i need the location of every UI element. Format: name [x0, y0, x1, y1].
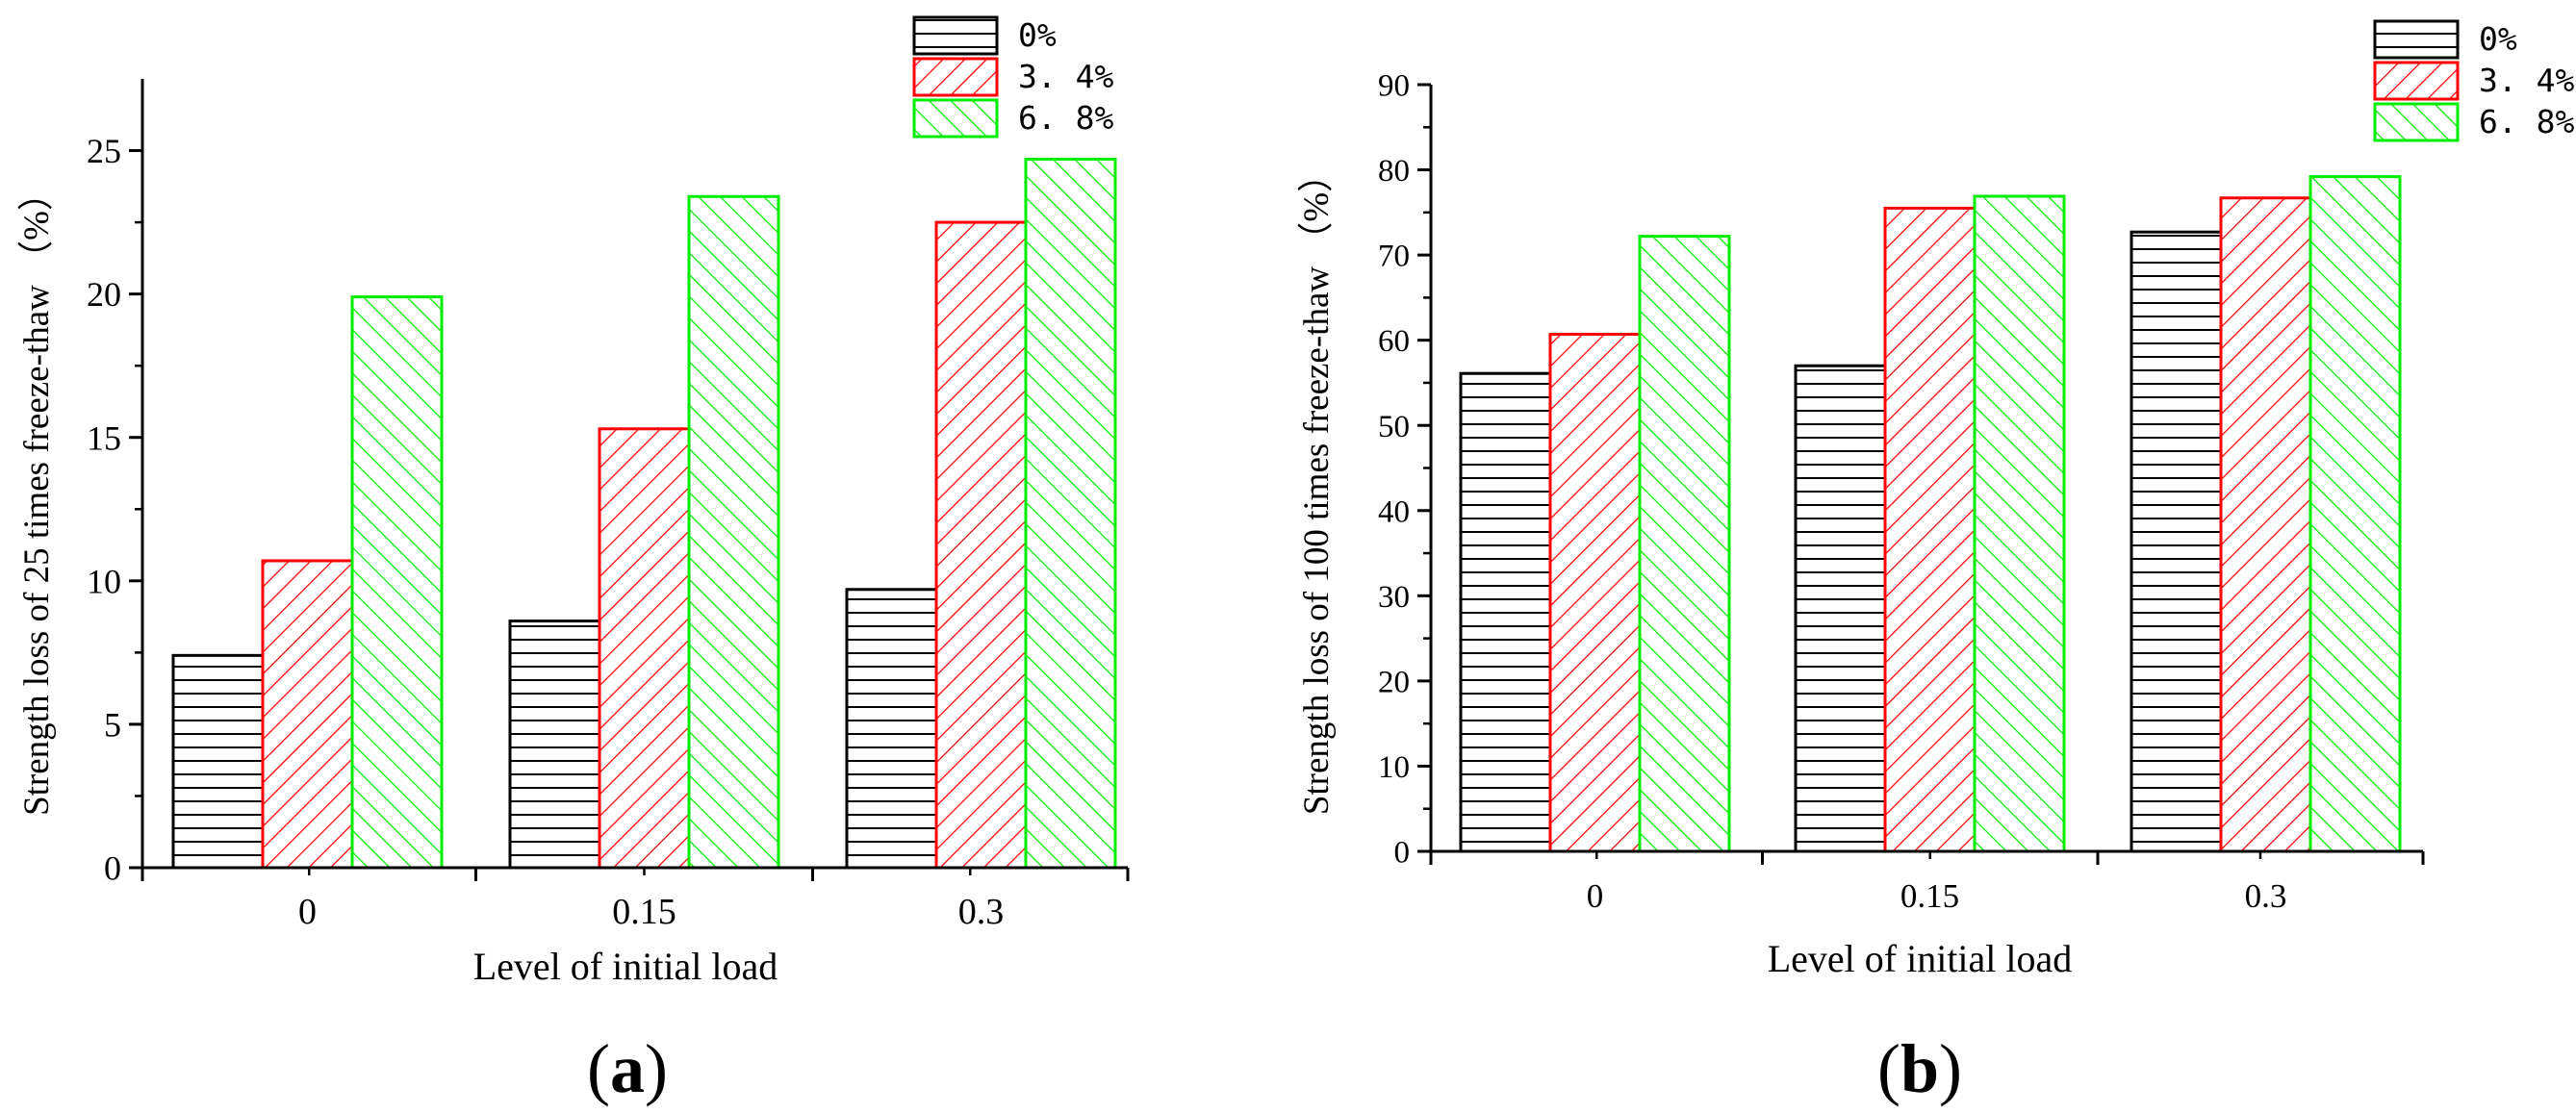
y-tick-label-b-7: 70 [1378, 240, 1410, 274]
bar-b-2-1 [1973, 194, 2066, 853]
bar-b-1-2 [2219, 196, 2312, 853]
y-ticks-b: 0 10 20 30 40 50 60 70 80 90 [1378, 69, 1431, 871]
bar-b-2-0 [1638, 235, 1731, 853]
bars-group-b [1459, 175, 2402, 853]
bar-b-1-1 [1883, 206, 1977, 853]
chart-panel-b: 0 10 20 30 40 50 60 70 80 90 0 0.15 0.3 Level of in… [1297, 19, 2574, 1107]
x-ticks-a: 0 0.15 0.3 [140, 868, 1130, 932]
x-axis-label-b: Level of initial load [1768, 937, 2073, 980]
panel-label-b: (b) [1877, 1030, 1962, 1107]
y-tick-label-b-8: 80 [1378, 154, 1410, 189]
legend-swatch-a-0 [912, 15, 999, 56]
x-ticks-b: 0 0.15 0.3 [1429, 851, 2425, 915]
bar-b-0-1 [1794, 364, 1887, 853]
y-tick-label-a-4: 20 [87, 275, 121, 314]
bars-group-a [171, 157, 1117, 870]
legend-swatch-b-0 [2373, 19, 2460, 60]
bar-a-0-1 [508, 620, 601, 870]
legend-label-a-2: 6. 8% [1018, 99, 1113, 137]
x-tick-label-a-2: 0.3 [958, 892, 1005, 932]
legend-label-b-0: 0% [2479, 20, 2517, 58]
x-tick-label-a-1: 0.15 [612, 892, 676, 932]
chart-panel-a: 0 5 10 15 20 25 0 0.15 0.3 Level of initial loa… [17, 15, 1130, 1107]
y-tick-label-a-5: 25 [87, 132, 121, 170]
panel-label-a: (a) [587, 1030, 668, 1107]
bar-b-0-2 [2130, 230, 2223, 853]
legend-label-a-1: 3. 4% [1018, 58, 1113, 95]
y-tick-label-b-3: 30 [1378, 580, 1410, 615]
bar-a-0-0 [171, 653, 265, 870]
legend-label-b-1: 3. 4% [2479, 62, 2574, 99]
y-tick-label-b-1: 10 [1378, 750, 1410, 785]
y-tick-label-b-0: 0 [1394, 836, 1411, 871]
legend-swatch-b-1 [2373, 61, 2460, 101]
y-tick-label-b-6: 60 [1378, 324, 1410, 359]
bar-a-2-1 [687, 194, 780, 870]
y-tick-label-a-0: 0 [104, 849, 121, 888]
bar-b-0-0 [1459, 371, 1552, 853]
y-tick-label-a-2: 10 [87, 562, 121, 600]
legend-swatch-a-2 [912, 98, 999, 139]
bar-a-1-1 [598, 427, 691, 870]
y-tick-label-b-5: 50 [1378, 410, 1410, 444]
legend-b: 0% 3. 4% 6. 8% [2373, 19, 2574, 142]
bar-b-2-2 [2308, 175, 2402, 853]
y-tick-label-b-2: 20 [1378, 665, 1410, 699]
x-tick-label-b-2: 0.3 [2245, 877, 2287, 915]
y-tick-label-a-3: 15 [87, 418, 121, 457]
x-tick-label-a-0: 0 [298, 892, 317, 932]
bar-a-1-2 [934, 220, 1028, 870]
y-tick-label-b-4: 40 [1378, 494, 1410, 529]
y-axis-label-b: Strength loss of 100 times freeze-thaw （… [1297, 157, 1337, 815]
legend-a: 0% 3. 4% 6. 8% [912, 15, 1113, 139]
x-tick-label-b-1: 0.15 [1900, 877, 1959, 915]
bar-a-0-2 [845, 588, 938, 870]
legend-label-a-0: 0% [1018, 16, 1057, 54]
axes-a [140, 79, 1128, 870]
bar-a-2-0 [350, 295, 444, 870]
bar-b-1-0 [1548, 332, 1642, 853]
x-tick-label-b-0: 0 [1587, 877, 1604, 915]
bar-a-2-2 [1024, 157, 1117, 870]
x-axis-label-a: Level of initial load [473, 945, 778, 988]
legend-label-b-2: 6. 8% [2479, 103, 2574, 140]
y-ticks-a: 0 5 10 15 20 25 [87, 132, 142, 888]
y-tick-label-b-9: 90 [1378, 69, 1410, 104]
bar-a-1-0 [261, 559, 354, 870]
legend-swatch-a-1 [912, 57, 999, 97]
y-axis-label-a: Strength loss of 25 times freeze-thaw （%… [17, 175, 57, 816]
legend-swatch-b-2 [2373, 102, 2460, 142]
y-tick-label-a-1: 5 [104, 706, 121, 745]
